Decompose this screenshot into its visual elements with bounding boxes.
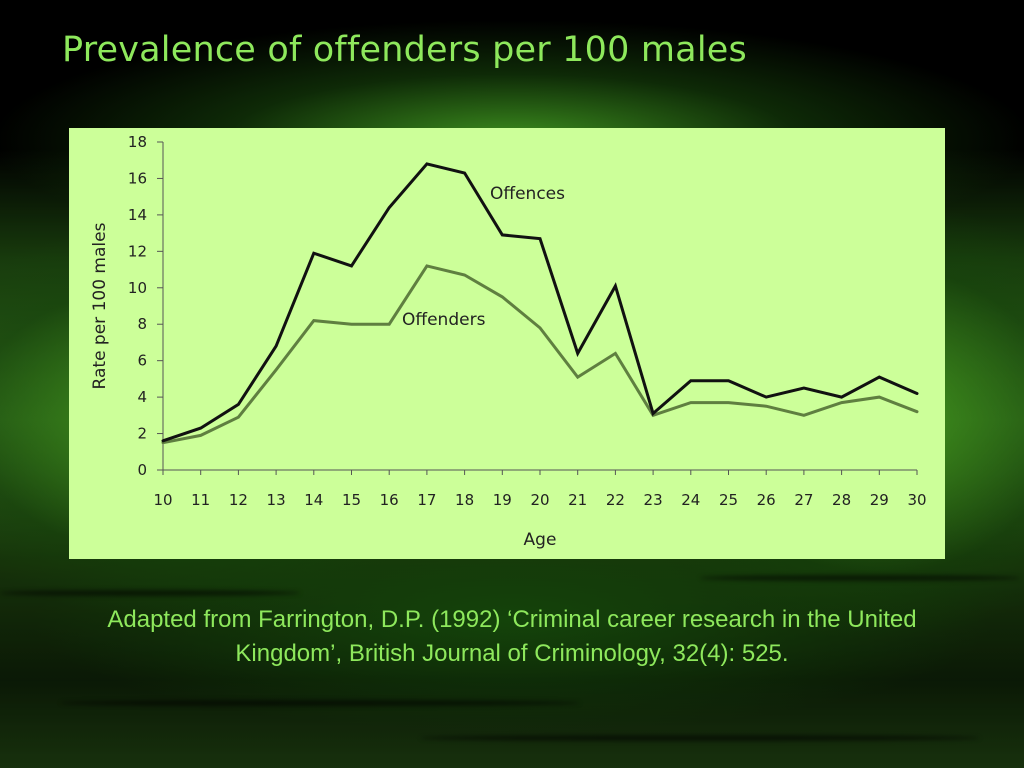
x-tick-label: 19 <box>493 491 512 509</box>
y-tick-label: 0 <box>137 461 147 479</box>
x-tick-label: 29 <box>870 491 889 509</box>
x-axis-title: Age <box>524 530 557 550</box>
x-tick-label: 30 <box>907 491 926 509</box>
y-tick-label: 10 <box>128 279 147 297</box>
y-tick-label: 18 <box>128 133 147 151</box>
x-tick-label: 18 <box>455 491 474 509</box>
background-streak <box>420 735 980 741</box>
x-tick-label: 28 <box>832 491 851 509</box>
x-tick-label: 24 <box>681 491 700 509</box>
series-line-offenders <box>161 264 919 445</box>
x-tick-label: 23 <box>644 491 663 509</box>
series-line-offences <box>161 162 919 443</box>
x-tick-label: 12 <box>229 491 248 509</box>
x-tick-label: 21 <box>568 491 587 509</box>
y-axis: 0 2 4 6 8 10 12 14 16 18 <box>128 133 164 479</box>
background-streak <box>60 700 580 706</box>
y-tick-label: 6 <box>137 352 147 370</box>
y-tick-label: 14 <box>128 206 147 224</box>
series-label-offences: Offences <box>490 184 565 204</box>
background-streak <box>0 590 300 596</box>
x-tick-label: 17 <box>417 491 436 509</box>
x-tick-label: 27 <box>794 491 813 509</box>
x-tick-label: 11 <box>191 491 210 509</box>
y-axis-title: Rate per 100 males <box>90 222 110 389</box>
y-tick-label: 2 <box>137 425 147 443</box>
x-tick-label: 10 <box>153 491 172 509</box>
x-tick-label: 22 <box>606 491 625 509</box>
x-tick-label: 14 <box>304 491 323 509</box>
x-tick-label: 13 <box>267 491 286 509</box>
source-caption: Adapted from Farrington, D.P. (1992) ‘Cr… <box>107 606 917 667</box>
x-tick-label: 26 <box>757 491 776 509</box>
y-tick-label: 4 <box>137 388 147 406</box>
x-axis: 10 11 12 13 14 15 16 17 18 19 20 21 22 23 24 25 26 27 28 29… <box>153 469 927 509</box>
slide-title: Prevalence of offenders per 100 males <box>62 30 747 70</box>
x-tick-label: 25 <box>719 491 738 509</box>
series-lines <box>161 162 919 445</box>
y-tick-label: 8 <box>137 315 147 333</box>
y-tick-label: 16 <box>128 169 147 187</box>
x-tick-label: 16 <box>380 491 399 509</box>
y-tick-label: 12 <box>128 242 147 260</box>
background-streak <box>700 575 1020 581</box>
x-tick-label: 15 <box>342 491 361 509</box>
chart-panel: 0 2 4 6 8 10 12 14 16 18 10 11 12 13 14 15 16 17 18 19 20 21… <box>69 128 945 559</box>
x-tick-label: 20 <box>530 491 549 509</box>
series-label-offenders: Offenders <box>402 310 486 330</box>
